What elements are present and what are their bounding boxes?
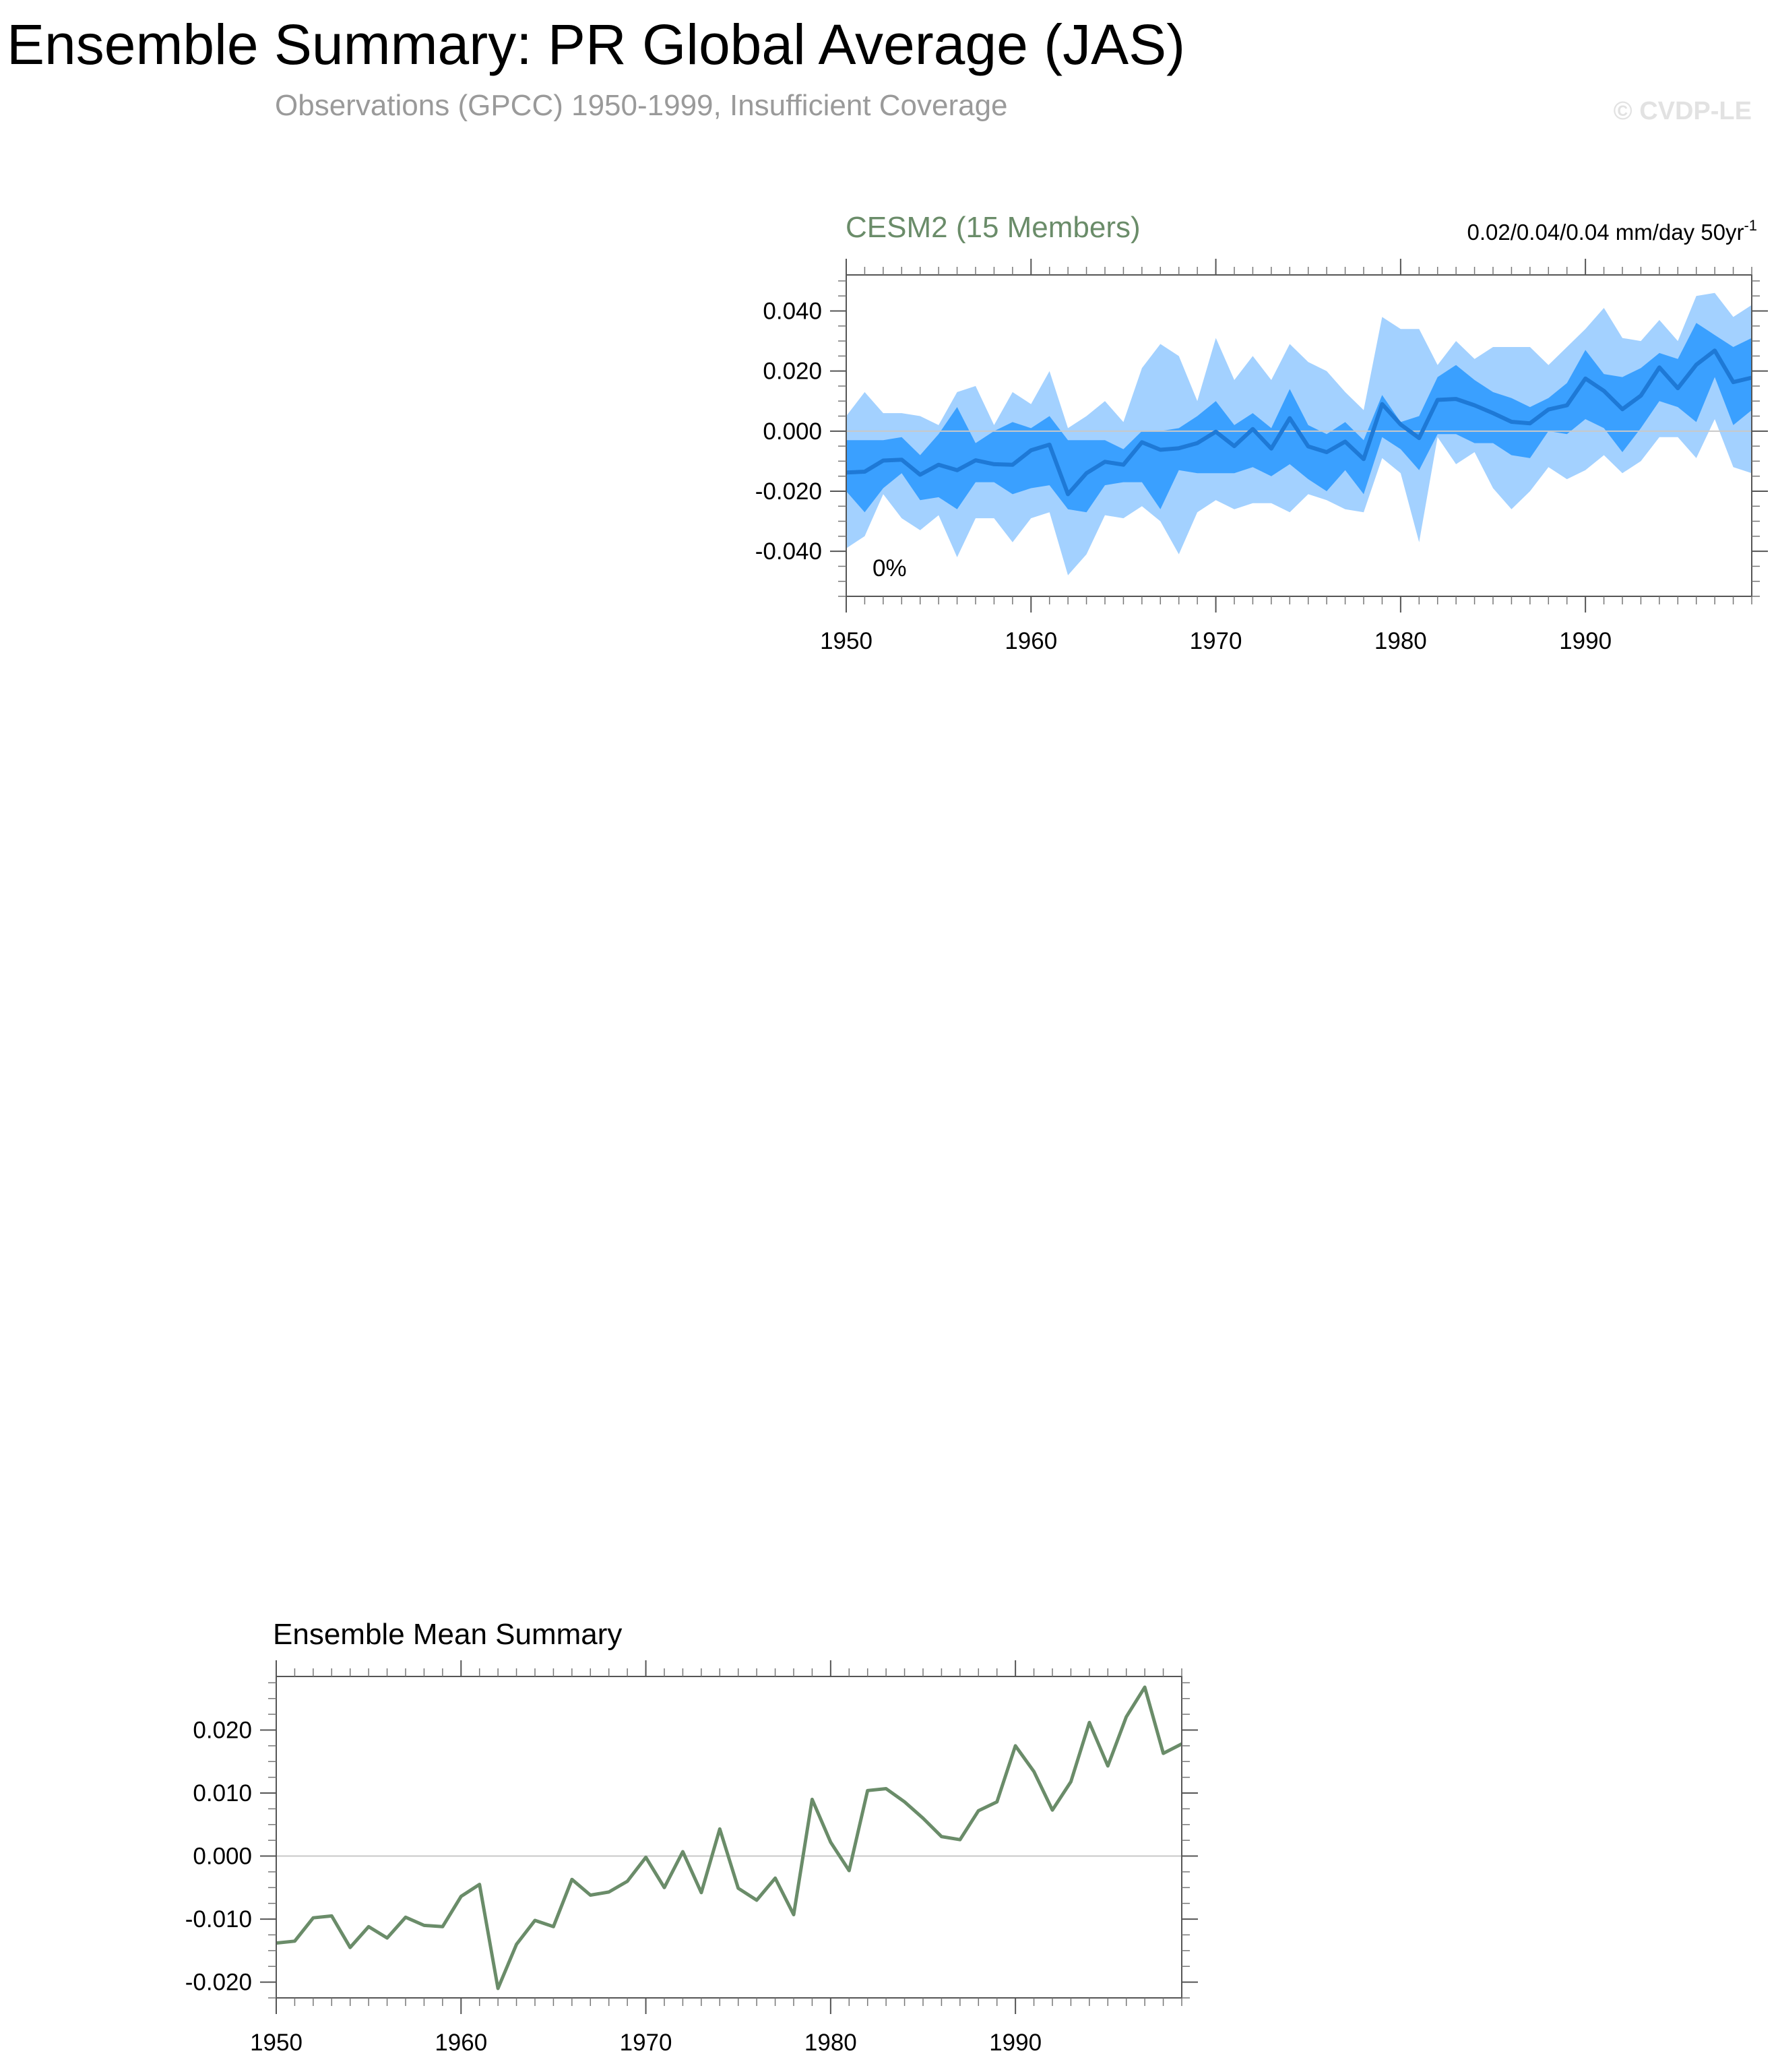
y-tick-label: 0.020	[193, 1718, 252, 1744]
ensemble-spread-panel: 0.040 0.020 0.000 -0.020 -0.040 1950 1960 1970 1…	[755, 211, 1768, 654]
x-tick-label: 1970	[620, 2030, 672, 2056]
y-tick-label: -0.020	[755, 478, 822, 505]
y-tick-label: -0.010	[185, 1906, 252, 1933]
x-tick-label: 1950	[250, 2030, 303, 2056]
y-tick-label: -0.040	[755, 538, 822, 565]
summary-line	[276, 1685, 1183, 1990]
y-tick-label: 0.000	[763, 418, 822, 445]
x-tick-label: 1990	[1559, 628, 1612, 654]
y-tick-label: -0.020	[185, 1970, 252, 1996]
panel-title: Ensemble Mean Summary	[273, 1618, 622, 1651]
y-tick-label: 0.020	[763, 358, 822, 385]
x-tick-label: 1960	[435, 2030, 487, 2056]
trend-label: 0.02/0.04/0.04 mm/day 50yr-1	[1467, 217, 1757, 245]
page-title: Ensemble Summary: PR Global Average (JAS…	[7, 13, 1186, 76]
y-tick-label: 0.040	[763, 298, 822, 324]
page-subtitle: Observations (GPCC) 1950-1999, Insuffici…	[275, 89, 1008, 122]
y-tick-label: 0.000	[193, 1844, 252, 1870]
ensemble-mean-summary-panel: 0.020 0.010 0.000 -0.010 -0.020 1950 1960 1970 1…	[185, 1618, 1198, 2056]
ensemble-mean-line	[846, 348, 1752, 497]
watermark: © CVDP-LE	[1613, 97, 1752, 125]
x-tick-label: 1980	[1374, 628, 1427, 654]
plot-frame	[846, 274, 1752, 597]
percent-annotation: 0%	[873, 555, 907, 582]
x-tick-label: 1980	[804, 2030, 857, 2056]
x-tick-label: 1970	[1190, 628, 1242, 654]
x-tick-label: 1950	[820, 628, 873, 654]
plot-frame	[276, 1676, 1182, 1999]
y-tick-label: 0.010	[193, 1780, 252, 1807]
x-tick-label: 1960	[1005, 628, 1057, 654]
panel-title: CESM2 (15 Members)	[846, 211, 1141, 244]
interquartile-band	[846, 323, 1752, 513]
x-tick-label: 1990	[989, 2030, 1042, 2056]
